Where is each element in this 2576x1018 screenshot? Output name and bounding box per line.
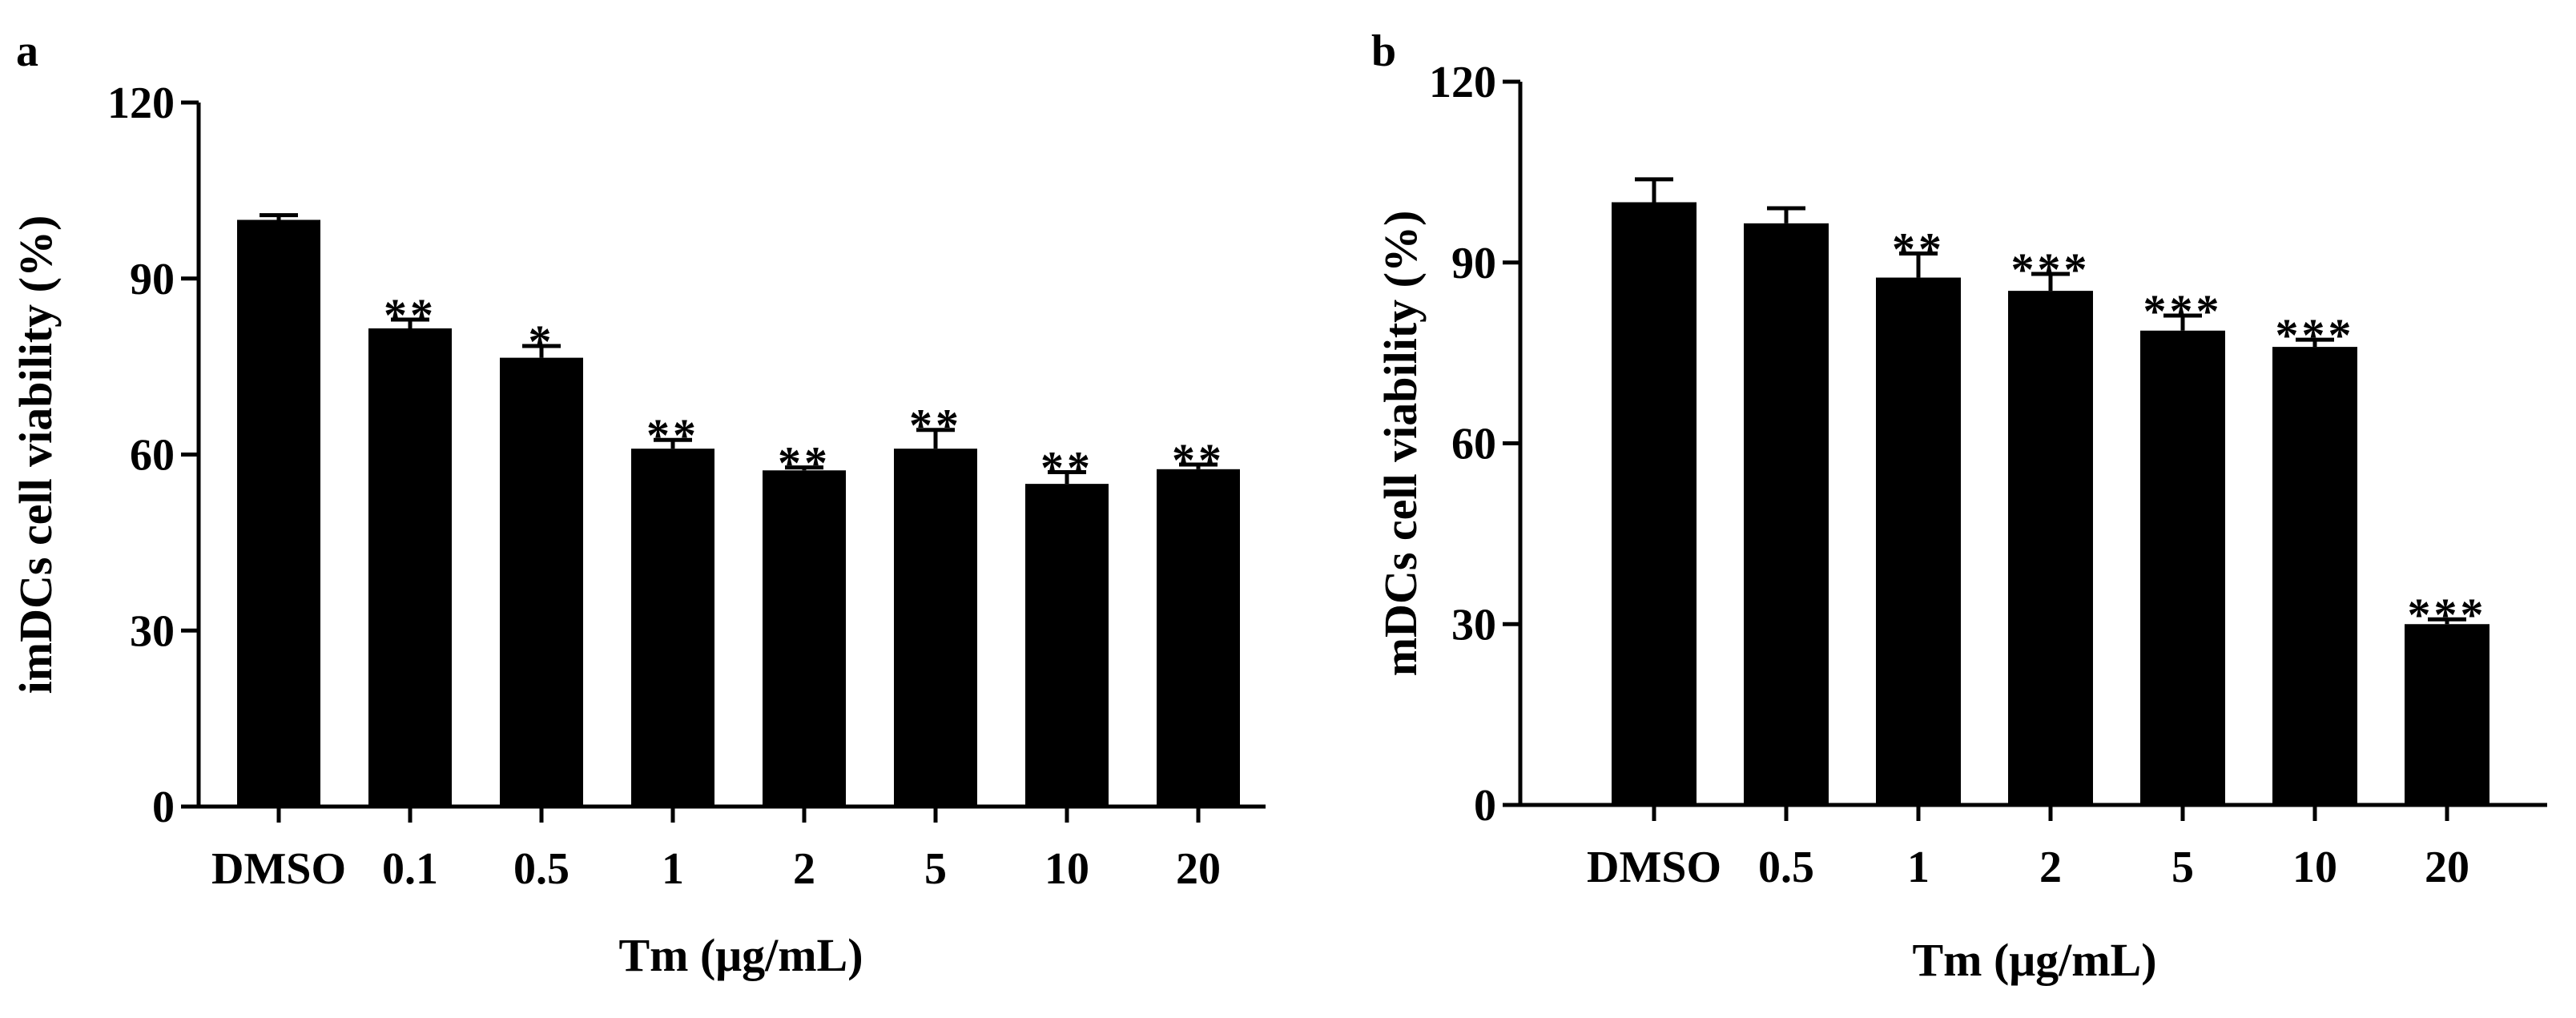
bar (1744, 223, 1829, 805)
panel-a: a DMSO ** 0.1 * 0.5 ** 1 ** 2 ** 5 ** 10 ** 20 0 30 60 90 12… (10, 26, 1266, 981)
significance-marker: ** (1040, 441, 1093, 493)
x-tick-label: 0.5 (1758, 843, 1814, 892)
significance-marker: ** (1172, 434, 1225, 486)
x-tick-label: 2 (793, 844, 815, 894)
x-tick-label: DMSO (1587, 843, 1721, 892)
bar (1876, 277, 1961, 805)
x-tick-label: 10 (1044, 844, 1089, 894)
panel-label: b (1371, 26, 1396, 76)
bar (2008, 291, 2093, 805)
x-axis-title: Tm (μg/mL) (618, 929, 863, 981)
x-tick-label: DMSO (211, 844, 346, 894)
x-tick-label: 1 (1907, 843, 1930, 892)
significance-marker: *** (2408, 589, 2487, 641)
y-tick-label: 90 (1451, 239, 1496, 288)
y-tick-label: 120 (107, 78, 175, 128)
bar (894, 449, 977, 807)
bar (1612, 202, 1697, 805)
y-axis-title: mDCs cell viability (%) (1375, 211, 1427, 677)
significance-marker: *** (2143, 285, 2223, 337)
panel-label: a (16, 26, 38, 76)
x-tick-label: 20 (1176, 844, 1221, 894)
bar (763, 470, 846, 807)
significance-marker: ** (646, 409, 699, 461)
x-tick-label: 5 (924, 844, 947, 894)
x-tick-label: 10 (2292, 843, 2337, 892)
significance-marker: ** (909, 400, 962, 452)
x-tick-label: 0.5 (513, 844, 570, 894)
bar (368, 328, 452, 807)
y-tick-label: 30 (1451, 600, 1496, 650)
y-tick-label: 60 (1451, 420, 1496, 469)
significance-marker: *** (2011, 243, 2091, 296)
bar (2140, 330, 2225, 806)
y-tick-label: 120 (1429, 58, 1496, 107)
y-tick-label: 30 (130, 606, 175, 656)
x-tick-label: 1 (662, 844, 684, 894)
significance-marker: ** (778, 437, 831, 489)
y-tick-label: 0 (152, 783, 175, 832)
y-axis-title: imDCs cell viability (%) (10, 215, 62, 694)
bar (2272, 347, 2357, 806)
x-tick-label: 2 (2039, 843, 2062, 892)
bar (237, 219, 320, 807)
y-tick-label: 0 (1474, 781, 1496, 831)
panel-b: b DMSO 0.5 ** 1 *** 2 *** 5 *** 10 *** 20 0 30 60 90 120 m… (1371, 26, 2547, 986)
significance-marker: * (529, 316, 555, 368)
y-tick-label: 90 (130, 255, 175, 304)
bar (631, 449, 714, 807)
bar (1157, 469, 1240, 807)
bar (500, 357, 583, 807)
y-tick-label: 60 (130, 431, 175, 481)
significance-marker: ** (384, 289, 437, 341)
x-tick-label: 20 (2425, 843, 2469, 892)
x-tick-label: 0.1 (382, 844, 438, 894)
x-tick-label: 5 (2171, 843, 2194, 892)
x-axis-title: Tm (μg/mL) (1912, 934, 2156, 986)
bar (1025, 484, 1109, 807)
bar (2405, 624, 2489, 805)
significance-marker: *** (2276, 309, 2355, 361)
significance-marker: ** (1892, 223, 1945, 275)
